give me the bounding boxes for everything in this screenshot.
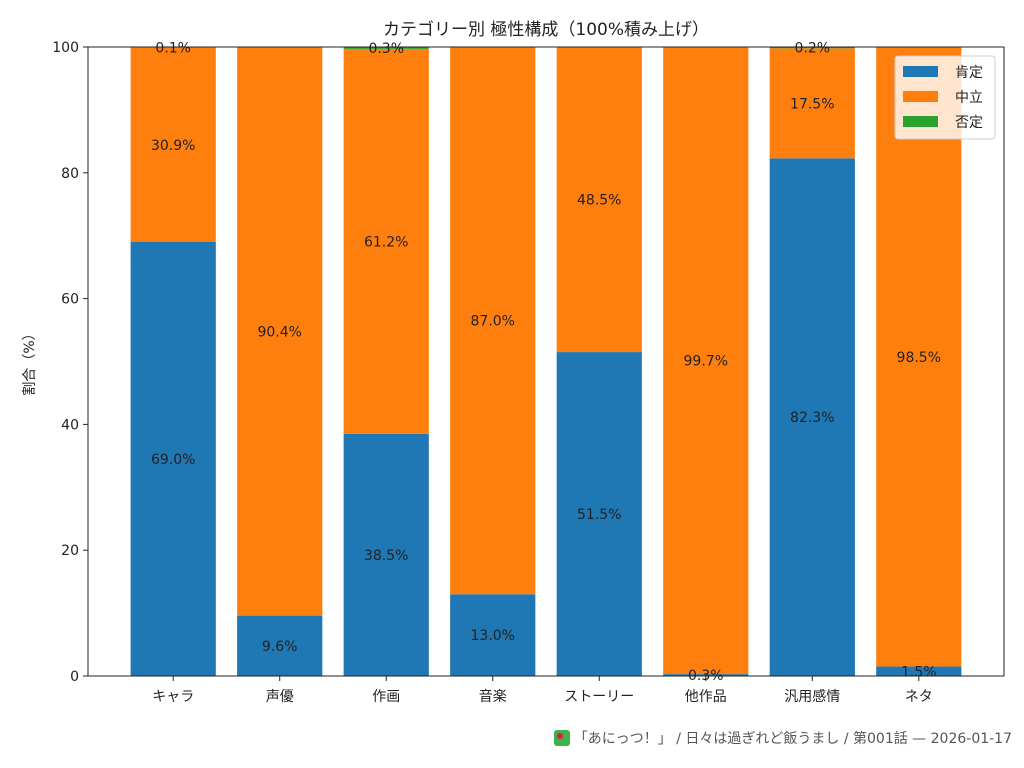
bar-neutral bbox=[130, 47, 216, 242]
anime-app-icon bbox=[553, 730, 570, 746]
data-label: 98.5% bbox=[897, 350, 941, 366]
data-label: 90.4% bbox=[257, 324, 301, 340]
bar-positive bbox=[769, 158, 855, 676]
x-tick-label: 声優 bbox=[266, 689, 294, 705]
data-label: 0.1% bbox=[155, 40, 191, 56]
bar-positive bbox=[343, 433, 429, 676]
data-label: 99.7% bbox=[684, 354, 728, 370]
bar-neutral bbox=[769, 48, 855, 159]
y-tick-label: 60 bbox=[61, 292, 79, 308]
data-label: 0.3% bbox=[368, 41, 404, 57]
bar-neutral bbox=[556, 47, 642, 353]
legend-label: 中立 bbox=[955, 90, 983, 106]
bar-positive bbox=[876, 666, 962, 676]
bar-neutral bbox=[237, 47, 323, 616]
data-label: 69.0% bbox=[151, 452, 195, 468]
footer-text: 「あにっつ！」 / 日々は過ぎれど飯うまし / 第001話 — 2026-01-… bbox=[573, 731, 1012, 747]
bar-positive bbox=[556, 352, 642, 676]
data-label: 0.3% bbox=[688, 668, 724, 684]
footer: 「あにっつ！」 / 日々は過ぎれど飯うまし / 第001話 — 2026-01-… bbox=[553, 728, 1012, 748]
data-label: 13.0% bbox=[471, 628, 515, 644]
data-label: 48.5% bbox=[577, 193, 621, 209]
bar-neutral bbox=[663, 47, 749, 675]
bar-positive bbox=[663, 674, 749, 676]
data-label: 30.9% bbox=[151, 138, 195, 154]
data-label: 87.0% bbox=[471, 314, 515, 330]
plot-frame bbox=[87, 46, 1005, 677]
legend-swatch bbox=[903, 66, 938, 77]
x-tick-label: 作画 bbox=[372, 689, 400, 705]
x-tick-label: キャラ bbox=[152, 689, 194, 705]
data-label: 0.2% bbox=[794, 41, 830, 57]
bar-negative bbox=[343, 47, 429, 49]
data-label: 17.5% bbox=[790, 96, 834, 112]
x-tick-label: 他作品 bbox=[685, 689, 727, 705]
y-tick-label: 100 bbox=[52, 40, 79, 56]
bar-negative bbox=[769, 47, 855, 49]
data-label: 51.5% bbox=[577, 507, 621, 523]
y-tick-label: 0 bbox=[70, 669, 79, 685]
y-tick-label: 40 bbox=[61, 417, 79, 433]
chart-title: カテゴリー別 極性構成（100%積み上げ） bbox=[383, 19, 709, 40]
legend-swatch bbox=[903, 91, 938, 102]
data-label: 9.6% bbox=[262, 639, 298, 655]
x-tick-label: ネタ bbox=[905, 689, 933, 705]
y-tick-label: 80 bbox=[61, 166, 79, 182]
bar-neutral bbox=[343, 48, 429, 434]
bar-positive bbox=[450, 594, 536, 676]
bar-neutral bbox=[450, 47, 536, 595]
data-label: 38.5% bbox=[364, 548, 408, 564]
y-tick-label: 20 bbox=[61, 543, 79, 559]
data-label: 1.5% bbox=[901, 664, 937, 680]
data-label: 82.3% bbox=[790, 410, 834, 426]
legend-label: 肯定 bbox=[955, 65, 983, 81]
bar-positive bbox=[130, 241, 216, 677]
legend-label: 否定 bbox=[955, 115, 983, 131]
x-tick-label: 音楽 bbox=[479, 688, 507, 705]
data-label: 61.2% bbox=[364, 234, 408, 250]
x-tick-label: ストーリー bbox=[564, 689, 634, 705]
x-tick-label: 汎用感情 bbox=[784, 688, 840, 705]
y-axis-label: 割合（%） bbox=[21, 326, 38, 395]
bar-neutral bbox=[876, 47, 962, 667]
legend-swatch bbox=[903, 116, 938, 127]
bar-positive bbox=[237, 615, 323, 676]
